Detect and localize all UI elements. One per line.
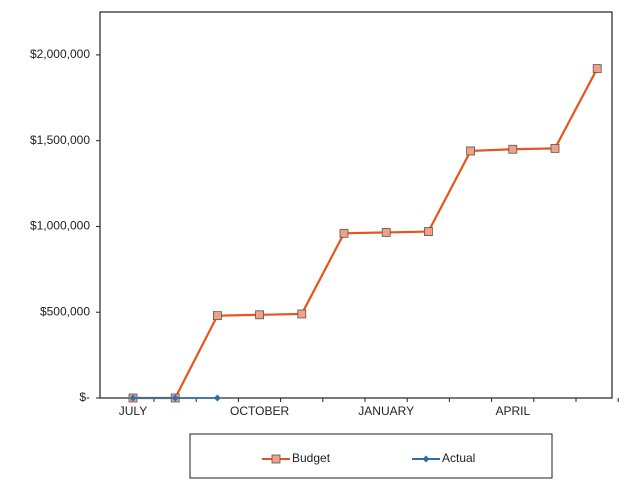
marker (297, 309, 307, 319)
marker (508, 144, 518, 154)
marker (381, 228, 391, 237)
legend-marker (422, 455, 430, 463)
x-tick-label: OCTOBER (230, 404, 289, 418)
x-tick-label: JULY (119, 404, 147, 418)
marker (466, 146, 476, 156)
legend-label: Actual (442, 451, 475, 465)
y-tick-label: $500,000 (40, 304, 90, 318)
marker (339, 228, 349, 238)
marker (550, 143, 560, 153)
x-tick-label: JANUARY (358, 404, 414, 418)
marker (171, 394, 179, 402)
marker (212, 311, 222, 321)
marker (129, 394, 137, 402)
marker (255, 310, 265, 320)
legend-marker (271, 454, 281, 464)
marker (592, 64, 602, 74)
plot-frame (99, 11, 613, 399)
legend-label: Budget (292, 451, 331, 465)
series-line (133, 68, 599, 400)
y-tick-label: $- (79, 390, 90, 404)
marker (423, 227, 433, 236)
x-tick-label: APRIL (495, 404, 530, 418)
y-tick-label: $1,500,000 (30, 133, 90, 147)
legend-box (189, 433, 553, 479)
y-tick-label: $2,000,000 (30, 47, 90, 61)
y-tick-label: $1,000,000 (30, 219, 90, 233)
marker (213, 394, 221, 402)
